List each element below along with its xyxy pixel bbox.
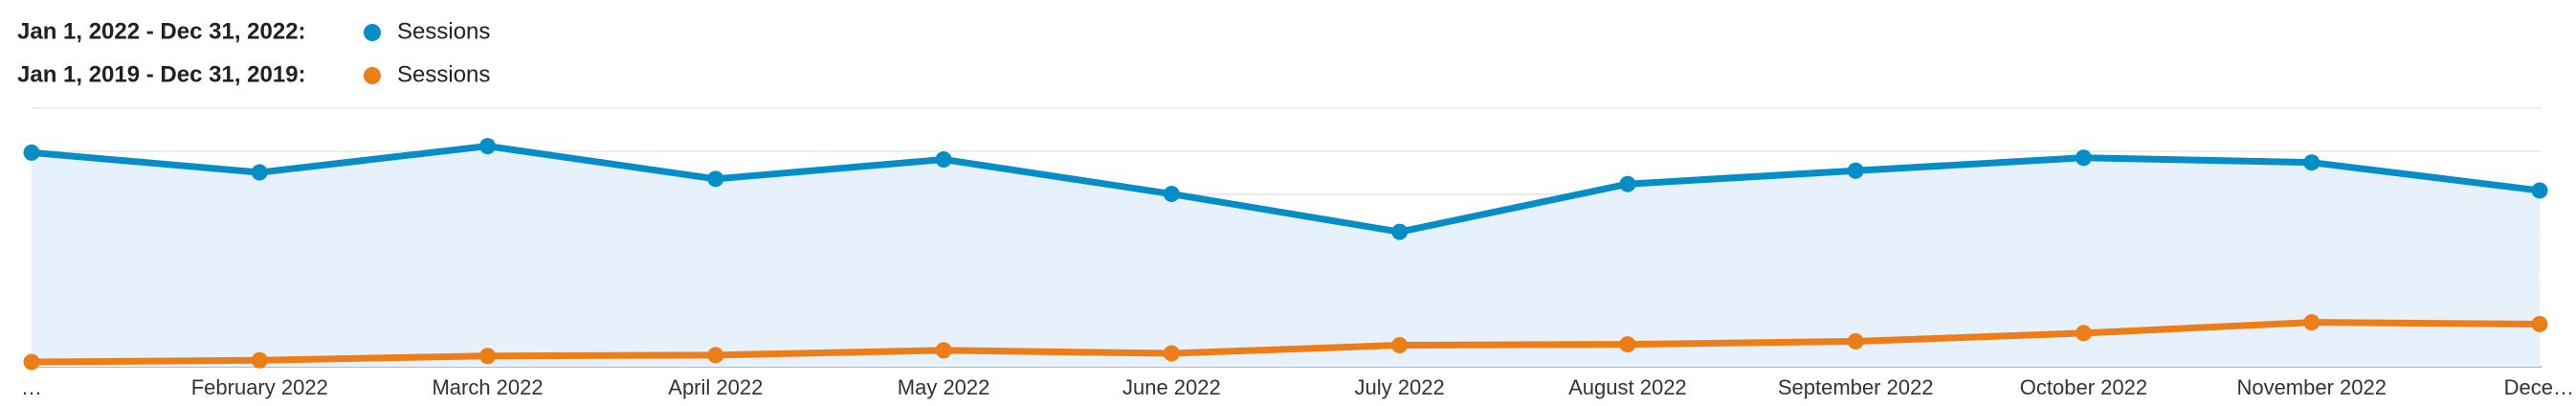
legend-period: Jan 1, 2019 - Dec 31, 2019: xyxy=(17,61,306,87)
data-point xyxy=(251,351,268,369)
data-point xyxy=(935,151,952,169)
data-point xyxy=(2075,149,2092,167)
data-point xyxy=(2303,314,2321,331)
data-point xyxy=(1619,175,1636,192)
x-tick-label: July 2022 xyxy=(1355,375,1445,399)
data-point xyxy=(23,353,40,371)
data-point xyxy=(1163,186,1180,203)
data-point xyxy=(1391,223,1409,240)
x-tick-label: April 2022 xyxy=(668,375,763,399)
x-tick-label: October 2022 xyxy=(2020,375,2147,399)
area xyxy=(32,146,2540,367)
x-tick-label: September 2022 xyxy=(1778,375,1934,399)
data-point xyxy=(2531,315,2548,332)
x-tick-label: May 2022 xyxy=(898,375,990,399)
legend-period: Jan 1, 2022 - Dec 31, 2022: xyxy=(17,18,306,44)
series-line xyxy=(31,143,2541,236)
data-point xyxy=(2531,182,2548,199)
data-point xyxy=(1847,162,1864,179)
data-point xyxy=(479,138,497,155)
data-point xyxy=(1619,336,1636,353)
x-tick-label: … xyxy=(21,375,42,399)
data-point xyxy=(479,348,497,365)
x-tick-label: June 2022 xyxy=(1122,375,1221,399)
series-line xyxy=(31,319,2541,366)
data-point xyxy=(1391,337,1409,353)
data-point xyxy=(1847,332,1864,350)
legend-swatch xyxy=(364,24,381,41)
x-tick-label: Dece… xyxy=(2504,375,2574,399)
data-point xyxy=(707,170,724,188)
legend-label: Sessions xyxy=(397,61,490,87)
data-point xyxy=(935,342,952,359)
x-tick-label: March 2022 xyxy=(432,375,543,399)
x-tick-label: February 2022 xyxy=(191,375,328,399)
data-point xyxy=(2075,325,2092,342)
data-point xyxy=(1163,345,1180,362)
legend-swatch xyxy=(364,67,381,84)
data-point xyxy=(707,347,724,364)
x-tick-label: August 2022 xyxy=(1568,375,1687,399)
data-point xyxy=(2303,154,2321,171)
data-point xyxy=(23,144,40,161)
x-tick-label: November 2022 xyxy=(2236,375,2387,399)
legend-label: Sessions xyxy=(397,18,490,44)
data-point xyxy=(251,164,268,181)
